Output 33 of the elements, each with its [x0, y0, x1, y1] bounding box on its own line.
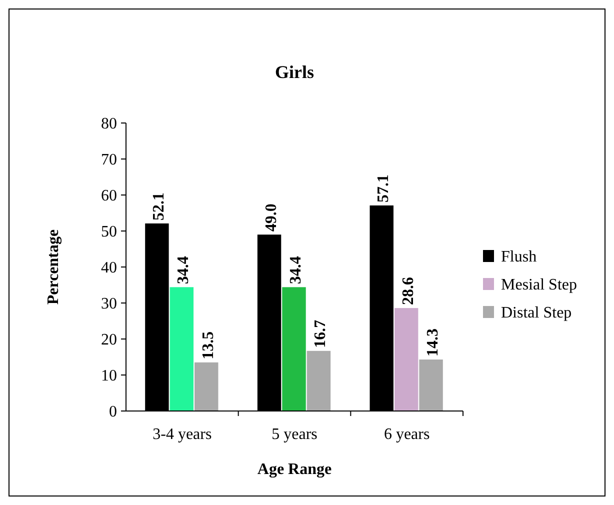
data-label: 14.3: [424, 328, 442, 357]
legend-label: Flush: [501, 248, 537, 266]
data-label: 16.7: [312, 320, 330, 348]
y-tick-label: 30: [101, 296, 117, 313]
legend-label: Distal Step: [501, 304, 572, 322]
data-label: 49.0: [262, 204, 280, 232]
data-label: 34.4: [175, 256, 192, 284]
bar: [419, 360, 443, 411]
bar: [306, 350, 331, 411]
y-tick-label: 20: [101, 332, 117, 349]
chart-title: Girls: [275, 62, 314, 82]
x-tick-label: 6 years: [384, 426, 430, 443]
bar: [282, 287, 306, 411]
x-axis-title: Age Range: [257, 461, 332, 478]
y-axis-title: Percentage: [45, 229, 62, 305]
data-label: 28.6: [400, 277, 417, 306]
y-tick-label: 70: [101, 152, 117, 169]
y-tick-label: 80: [101, 116, 117, 133]
y-tick-label: 50: [101, 224, 117, 241]
bar: [394, 308, 418, 411]
y-tick-label: 0: [109, 404, 117, 421]
data-label: 34.4: [288, 256, 304, 284]
data-label: 52.1: [150, 192, 168, 220]
x-tick-label: 5 years: [272, 426, 318, 443]
bar: [194, 362, 218, 411]
y-tick-label: 60: [101, 188, 117, 205]
bar: [170, 287, 194, 411]
data-label: 57.1: [375, 174, 392, 202]
x-tick-label: 3-4 years: [152, 426, 212, 443]
y-tick-label: 10: [101, 368, 117, 385]
legend-label: Mesial Step: [501, 276, 577, 294]
data-label: 13.5: [200, 331, 217, 360]
y-tick-label: 40: [101, 260, 117, 277]
